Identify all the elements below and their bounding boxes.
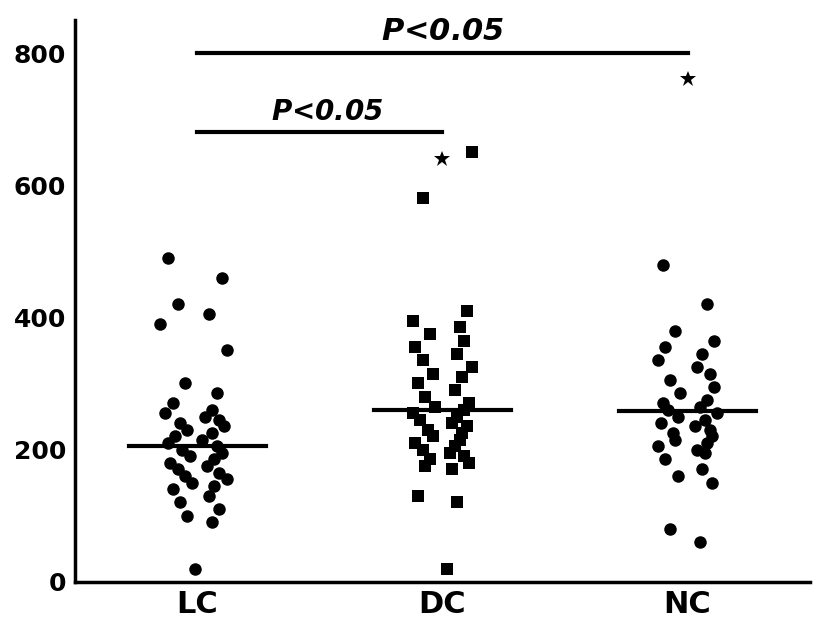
Text: $\bfit{P}$<$\bfit{0.05}$: $\bfit{P}$<$\bfit{0.05}$ <box>271 97 383 126</box>
Text: $\bfit{P}$<$\bfit{0.05}$: $\bfit{P}$<$\bfit{0.05}$ <box>381 17 504 46</box>
